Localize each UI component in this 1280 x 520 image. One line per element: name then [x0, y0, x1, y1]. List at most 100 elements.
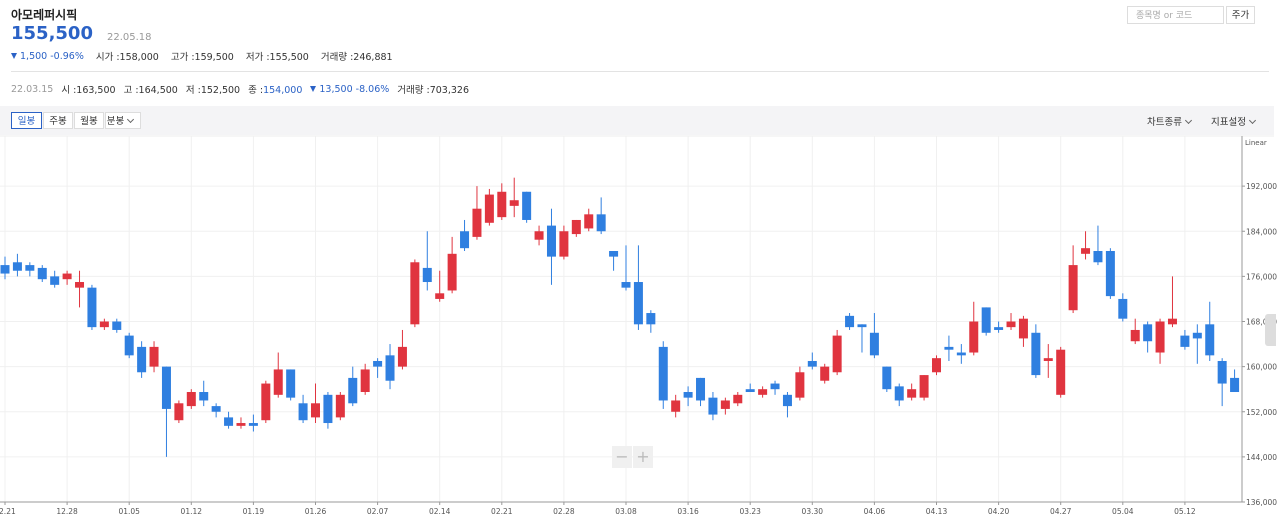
hover-item: 저 :152,500: [186, 82, 240, 96]
candle-body: [199, 392, 209, 401]
y-tick-label: 152,000: [1246, 408, 1277, 417]
x-tick-label: 03.30: [802, 507, 824, 516]
tab-minute[interactable]: 분봉: [105, 112, 141, 129]
candle-body: [546, 225, 556, 257]
candle-body: [633, 282, 643, 325]
candle-body: [211, 406, 221, 412]
candle-body: [149, 346, 159, 367]
x-tick-label: 03.23: [739, 507, 761, 516]
tab-label: 분봉: [106, 116, 125, 127]
candle-body: [397, 346, 407, 367]
candle-body: [1018, 318, 1028, 339]
menu-label: 차트종류: [1147, 117, 1182, 128]
candle-body: [311, 403, 320, 418]
change-group: 1,500 -0.96%: [11, 51, 84, 62]
candle-body: [882, 366, 892, 390]
x-tick-label: 03.08: [615, 507, 637, 516]
x-tick-label: 05.04: [1112, 507, 1134, 516]
candle-body: [298, 403, 308, 421]
price: 155,500: [11, 23, 93, 44]
chart-type-menu[interactable]: 차트종류: [1147, 114, 1193, 128]
chevron: [1184, 116, 1193, 125]
x-tick-label: 02.28: [553, 507, 575, 516]
candle-body: [658, 346, 668, 401]
side-panel-handle[interactable]: [1265, 314, 1276, 346]
candle-body: [410, 262, 420, 325]
change-pct: -0.96%: [50, 50, 84, 62]
candle-body: [323, 394, 333, 424]
hover-item: 시 :163,500: [61, 82, 115, 96]
candle-body: [621, 282, 631, 288]
zoom-out[interactable]: −: [612, 446, 632, 468]
hover-value: 703,326: [429, 85, 470, 96]
search-button[interactable]: 주가: [1226, 6, 1255, 24]
separator: [11, 71, 1269, 72]
candle-body: [373, 360, 383, 367]
tab-monthly[interactable]: 월봉: [74, 112, 104, 129]
indicator-menu[interactable]: 지표설정: [1211, 114, 1257, 128]
candle-body: [186, 392, 196, 407]
chevron: [1248, 116, 1257, 125]
candle-body: [820, 366, 830, 381]
candle-body: [770, 383, 780, 390]
stat: 시가 :158,000: [96, 49, 159, 63]
candle-body: [112, 321, 122, 330]
hover-value: 164,500: [138, 85, 178, 96]
y-tick-label: 136,000: [1246, 498, 1277, 507]
candle-body: [447, 253, 457, 291]
candle-body: [174, 403, 184, 421]
candle-body: [571, 219, 581, 235]
candle-body: [745, 389, 755, 393]
stock-name: 아모레퍼시픽: [11, 8, 78, 22]
candle-body: [87, 287, 97, 328]
tab-daily[interactable]: 일봉: [11, 112, 42, 129]
candle-body: [273, 369, 283, 395]
candle-body: [1006, 321, 1016, 328]
stat-label: 시가 :: [95, 52, 120, 63]
candle-body: [1093, 250, 1103, 263]
candle-body: [286, 369, 296, 398]
hover-change: 13,500 -8.06%: [310, 84, 389, 95]
candle-body: [795, 372, 805, 398]
candle-body: [1130, 329, 1140, 342]
x-tick-label: 04.20: [988, 507, 1010, 516]
candle-body: [1081, 248, 1091, 254]
down-arrow: [310, 86, 317, 92]
candle-body: [919, 375, 929, 398]
candle-body: [335, 394, 345, 418]
stat: 저가 :155,500: [246, 49, 309, 63]
y-tick-label: 168,000: [1246, 318, 1277, 327]
hover-label: 종 :: [248, 85, 264, 96]
candle-body: [671, 400, 681, 412]
x-tick-label: 03.16: [677, 507, 699, 516]
price-date: 22.05.18: [107, 32, 152, 43]
toolbar: [0, 106, 1274, 135]
stat-label: 저가 :: [245, 52, 270, 63]
candle-body: [1068, 265, 1078, 311]
candle-body: [161, 366, 171, 409]
candle-body: [683, 392, 693, 398]
stat-value: 159,500: [194, 52, 234, 63]
zoom-in[interactable]: +: [633, 446, 653, 468]
candle-body: [497, 191, 507, 218]
candle-body: [534, 231, 544, 240]
candle-body: [981, 307, 991, 333]
x-tick-label: 04.06: [864, 507, 886, 516]
x-tick-label: 12.28: [56, 507, 78, 516]
candle-body: [720, 400, 730, 409]
x-tick-label: 01.05: [118, 507, 140, 516]
x-tick-label: 04.13: [926, 507, 948, 516]
tab-weekly[interactable]: 주봉: [43, 112, 73, 129]
candle-body: [99, 321, 109, 328]
search-input[interactable]: 종목명 or 코드: [1127, 6, 1224, 24]
candle-body: [25, 265, 35, 271]
hover-label: 거래량 :: [397, 85, 430, 96]
candle-body: [869, 332, 879, 356]
stat: 고가 :159,500: [171, 49, 234, 63]
hover-item: 종 :154,000: [248, 82, 302, 96]
candle-body: [1056, 349, 1066, 395]
candle-body: [894, 386, 904, 401]
candle-body: [472, 208, 482, 237]
candle-body: [1192, 332, 1202, 339]
